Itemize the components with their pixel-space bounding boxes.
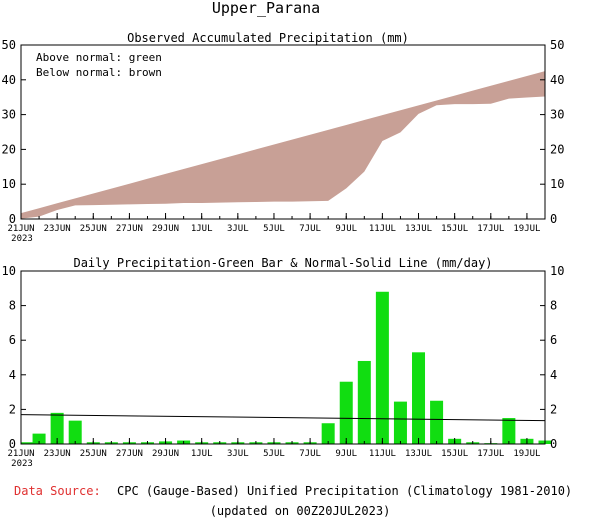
daily-ytick-label-right: 8 [550,299,557,313]
daily-frame [20,270,546,445]
daily-ytick-label-right: 4 [550,368,557,382]
daily-ytick-label-right: 0 [550,437,557,451]
daily-xtick-label: 13JUL [405,449,432,459]
daily-bar [339,381,353,444]
daily-chart: Daily Precipitation-Green Bar & Normal-S… [2,256,565,469]
daily-xtick-year: 2023 [11,459,33,469]
accumulated-ytick-label-left: 30 [2,108,16,122]
daily-bar [357,360,371,444]
accumulated-xtick-year: 2023 [11,234,33,244]
daily-ytick-label-left: 0 [9,437,16,451]
daily-ytick-label-right: 6 [550,333,557,347]
daily-xtick-label: 27JUN [116,449,143,459]
daily-bar [50,412,64,444]
accumulated-ytick-label-left: 10 [2,177,16,191]
daily-bar [321,423,335,444]
accumulated-ytick-label-right: 0 [550,212,557,226]
accumulated-ytick-label-left: 20 [2,142,16,156]
daily-bar [68,420,82,444]
accumulated-xtick-label: 23JUN [44,224,71,234]
accumulated-chart: Observed Accumulated Precipitation (mm) … [2,31,565,244]
data-source-text: CPC (Gauge-Based) Unified Precipitation … [117,484,572,498]
accumulated-xtick-label: 19JUL [513,224,540,234]
daily-bar [412,352,426,444]
accumulated-xtick-label: 1JUL [191,224,213,234]
accumulated-xtick-label: 7JUL [299,224,321,234]
accumulated-chart-title: Observed Accumulated Precipitation (mm) [127,31,409,45]
accumulated-ytick-label-right: 10 [550,177,564,191]
accumulated-xtick-label: 11JUL [369,224,396,234]
data-source-label: Data Source: [14,484,101,498]
accumulated-ytick-label-right: 30 [550,108,564,122]
daily-ytick-label-left: 8 [9,299,16,313]
daily-xtick-label: 25JUN [80,449,107,459]
accumulated-ytick-label-left: 0 [9,212,16,226]
updated-text: (updated on 00Z20JUL2023) [210,504,391,518]
accumulated-ytick-label-right: 20 [550,142,564,156]
daily-ytick-label-left: 10 [2,264,16,278]
below-normal-band [21,71,545,219]
daily-chart-title: Daily Precipitation-Green Bar & Normal-S… [73,256,492,270]
daily-ytick-label-left: 4 [9,368,16,382]
accumulated-xtick-label: 21JUN [7,224,34,234]
daily-xtick-label: 15JUL [441,449,468,459]
daily-bar [32,433,46,444]
legend-below-normal: Below normal: brown [36,66,162,79]
daily-ytick-label-left: 2 [9,402,16,416]
daily-bar [21,442,35,444]
accumulated-ytick-label-left: 40 [2,73,16,87]
daily-ytick-label-right: 2 [550,402,557,416]
normal-line [20,414,546,422]
daily-xtick-label: 29JUN [152,449,179,459]
accumulated-xtick-label: 9JUL [335,224,357,234]
daily-xtick-label: 21JUN [7,449,34,459]
accumulated-ytick-label-right: 40 [550,73,564,87]
accumulated-xtick-label: 13JUL [405,224,432,234]
accumulated-xtick-label: 5JUL [263,224,285,234]
daily-bar [502,418,516,444]
accumulated-xtick-label: 27JUN [116,224,143,234]
daily-xtick-label: 5JUL [263,449,285,459]
accumulated-frame [20,44,546,220]
daily-bar [393,401,407,444]
daily-ytick-label-left: 6 [9,333,16,347]
accumulated-xtick-label: 15JUL [441,224,468,234]
accumulated-xtick-label: 25JUN [80,224,107,234]
daily-xtick-label: 11JUL [369,449,396,459]
daily-bar [430,400,444,444]
daily-bar [375,291,389,444]
main-title: Upper_Parana [212,0,320,17]
daily-ytick-label-right: 10 [550,264,564,278]
daily-xtick-label: 17JUL [477,449,504,459]
accumulated-ytick-label-left: 50 [2,38,16,52]
daily-xtick-label: 3JUL [227,449,249,459]
accumulated-ytick-label-right: 50 [550,38,564,52]
accumulated-xtick-label: 29JUN [152,224,179,234]
daily-xtick-label: 1JUL [191,449,213,459]
daily-xtick-label: 23JUN [44,449,71,459]
accumulated-xtick-label: 17JUL [477,224,504,234]
legend-above-normal: Above normal: green [36,51,162,64]
accumulated-xtick-label: 3JUL [227,224,249,234]
daily-xtick-label: 9JUL [335,449,357,459]
daily-xtick-label: 7JUL [299,449,321,459]
daily-xtick-label: 19JUL [513,449,540,459]
